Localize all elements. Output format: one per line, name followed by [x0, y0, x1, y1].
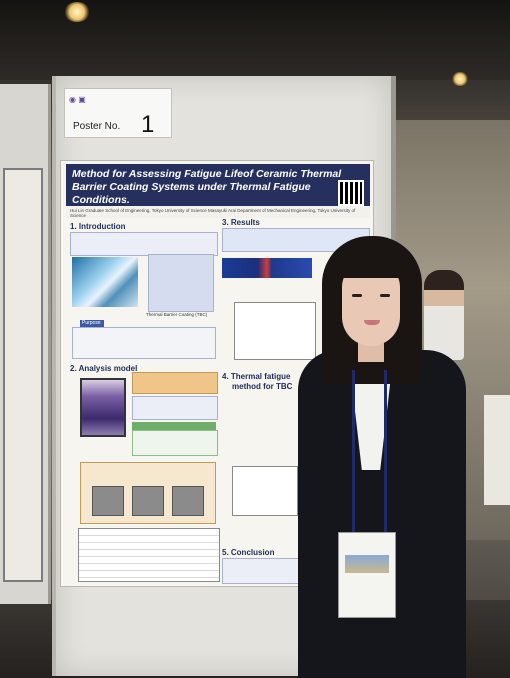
tbc-label: Thermal Barrier Coating (TBC): [146, 312, 208, 317]
background-person: [424, 270, 464, 360]
background-table: [484, 395, 510, 505]
badge-image: [345, 555, 389, 573]
tbc-diagram: [148, 254, 214, 312]
section-method-for-tbc: method for TBC: [232, 382, 293, 391]
section-thermal-fatigue: 4. Thermal fatigue: [222, 372, 291, 381]
purpose-label: Purpose: [82, 320, 101, 326]
adjacent-poster: [3, 168, 43, 582]
analysis-conditions-box: [132, 396, 218, 420]
poster-title: Method for Assessing Fatigue Lifeof Cera…: [66, 164, 370, 206]
criterion-header: [132, 422, 216, 430]
person-mouth: [364, 320, 380, 325]
turbine-photo: [72, 257, 138, 307]
contour-image: [222, 258, 312, 278]
person-eye-left: [352, 294, 362, 297]
section-conclusion: 5. Conclusion: [222, 548, 275, 557]
lanyard: [384, 370, 387, 535]
fem-model-image: [80, 378, 126, 437]
results-table: [78, 528, 220, 582]
poster-number-card: ◉ ▣ Poster No. 1: [64, 88, 172, 138]
section-results: 3. Results: [222, 218, 260, 227]
intro-box: [70, 232, 218, 256]
ceiling-light: [64, 2, 90, 22]
ceiling-light: [452, 72, 468, 86]
fatigue-life-graph: [232, 466, 298, 516]
qr-code-icon: [338, 180, 364, 206]
poster-number: 1: [141, 111, 155, 138]
poster-number-label: Poster No.: [73, 121, 121, 132]
section-analysis-model: 2. Analysis model: [70, 364, 138, 373]
stress-strain-graph: [234, 302, 316, 360]
poster-authors: Hui Lin Graduate School of Engineering, …: [66, 206, 370, 218]
section-introduction: 1. Introduction: [70, 222, 126, 231]
poster-title-text: Method for Assessing Fatigue Lifeof Cera…: [72, 168, 342, 206]
crack-image: [172, 486, 204, 516]
person-eye-right: [380, 294, 390, 297]
name-badge: [338, 532, 396, 618]
purpose-box: [72, 327, 216, 359]
university-logos: ◉ ▣: [69, 95, 86, 104]
lanyard: [352, 370, 355, 535]
crack-image: [132, 486, 164, 516]
equation-box: [132, 372, 218, 394]
criterion-box: [132, 430, 218, 456]
purpose-header: Purpose: [80, 320, 104, 327]
crack-image: [92, 486, 124, 516]
person-fringe: [338, 248, 406, 278]
